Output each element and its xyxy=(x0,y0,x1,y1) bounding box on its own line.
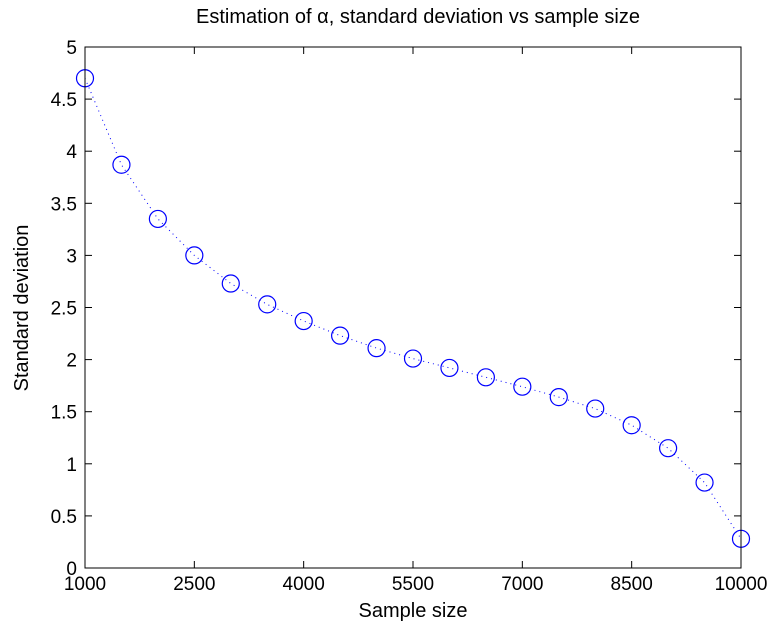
y-tick-label: 4.5 xyxy=(51,90,77,111)
series-line xyxy=(84,78,742,540)
data-point xyxy=(221,274,240,293)
data-point xyxy=(549,388,568,407)
y-tick-label: 3 xyxy=(66,246,77,267)
data-point xyxy=(622,416,641,435)
chart-title: Estimation of α, standard deviation vs s… xyxy=(196,6,640,28)
data-point xyxy=(294,311,313,331)
data-point xyxy=(148,209,167,229)
x-tick-label: 10000 xyxy=(715,574,768,595)
data-point xyxy=(513,377,532,396)
y-tick-label: 0 xyxy=(66,559,77,580)
ticks-layer: 1000 2500 4000 5500 7000 8500 10000 0 0.5 1 1.5 2 2.… xyxy=(51,38,768,595)
y-axis-label: Standard deviation xyxy=(11,225,33,392)
x-tick-label: 4000 xyxy=(283,574,325,595)
data-point xyxy=(476,368,495,387)
plot-area xyxy=(85,47,741,568)
x-tick-label: 2500 xyxy=(173,574,215,595)
x-axis-label: Sample size xyxy=(359,600,468,621)
data-point xyxy=(659,439,678,458)
y-tick-label: 0.5 xyxy=(51,507,77,528)
data-point xyxy=(258,295,277,314)
data-point xyxy=(331,326,350,345)
data-point xyxy=(695,473,714,492)
y-tick-label: 3.5 xyxy=(51,194,77,215)
y-tick-label: 2 xyxy=(66,351,77,372)
data-point xyxy=(440,358,459,378)
y-tick-label: 1 xyxy=(66,455,77,476)
data-point xyxy=(185,246,204,265)
y-tick-label: 2.5 xyxy=(51,299,77,320)
data-point xyxy=(112,155,131,174)
series-layer xyxy=(75,69,751,548)
x-tick-label: 1000 xyxy=(64,574,106,595)
x-tick-label: 5500 xyxy=(392,574,434,595)
y-tick-label: 1.5 xyxy=(51,403,77,424)
x-tick-label: 7000 xyxy=(501,574,543,595)
data-point xyxy=(586,399,605,418)
y-tick-label: 5 xyxy=(66,38,77,59)
data-point xyxy=(367,339,386,358)
y-tick-label: 4 xyxy=(66,142,77,163)
data-point xyxy=(403,349,423,368)
x-tick-label: 8500 xyxy=(611,574,653,595)
